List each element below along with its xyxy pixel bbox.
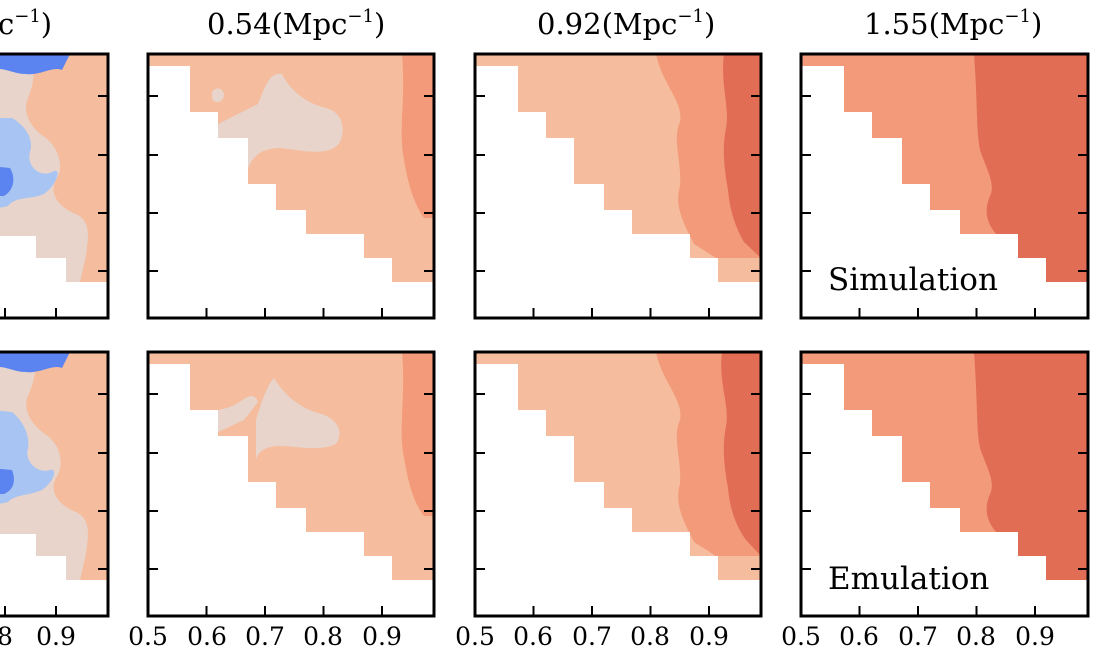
column-titles: c−1) 0.54(Mpc−1) 0.92(Mpc−1) 1.55(Mpc−1) — [0, 6, 1042, 41]
axes-frame — [146, 52, 436, 320]
x-tick-label: 0.8 — [630, 622, 670, 651]
x-tick-labels: 8 0.9 0.5 0.6 0.7 0.8 0.9 0.5 0.6 0.7 0.… — [0, 622, 1055, 651]
column-title-2: 0.54(Mpc−1) — [207, 6, 385, 41]
panel-bottom-1 — [0, 350, 110, 618]
fill-pale — [256, 378, 340, 460]
x-tick-label: 0.5 — [455, 622, 495, 651]
x-tick-label: 0.9 — [36, 622, 76, 651]
column-title-4: 1.55(Mpc−1) — [864, 6, 1042, 41]
axes-frame — [0, 350, 110, 618]
no-data-region — [475, 66, 761, 318]
axes-frame — [473, 350, 763, 618]
axes-frame — [799, 52, 1090, 320]
x-tick-label: 0.9 — [1015, 622, 1055, 651]
fill-red — [974, 54, 1088, 282]
row-label-simulation: Simulation — [828, 262, 998, 298]
no-data-region — [148, 364, 434, 616]
no-data-region — [801, 66, 1088, 318]
axes-frame — [799, 350, 1090, 618]
panel-top-3 — [473, 52, 763, 320]
fill-deep-blue — [0, 167, 14, 196]
panel-top-4 — [799, 52, 1090, 320]
panel-bottom-4 — [799, 350, 1090, 618]
no-data-region — [0, 236, 108, 318]
x-tick-label: 0.7 — [572, 622, 612, 651]
axes-frame — [473, 52, 763, 320]
fill-deep-blue — [0, 468, 14, 494]
fill-light-blue — [0, 118, 58, 208]
x-tick-label: 0.9 — [362, 622, 402, 651]
no-data-region — [148, 54, 434, 318]
x-tick-label: 0.6 — [839, 622, 879, 651]
x-tick-label: 0.6 — [513, 622, 553, 651]
x-tick-label: 0.6 — [187, 622, 227, 651]
tick-marks — [4, 95, 1088, 616]
column-title-3: 0.92(Mpc−1) — [537, 6, 715, 41]
no-data-region — [0, 534, 108, 616]
no-data-region — [801, 364, 1088, 616]
fill-light-salmon — [26, 352, 109, 580]
no-data-region — [475, 364, 761, 616]
fill-deep-blue — [0, 54, 70, 75]
panel-bottom-3 — [473, 350, 763, 618]
axes-frame — [146, 350, 436, 618]
column-title-1: c−1) — [0, 6, 52, 41]
panel-bottom-2 — [146, 350, 436, 618]
axes-frame — [0, 52, 110, 320]
no-data-top-band — [148, 54, 190, 66]
fill-red — [723, 54, 761, 258]
panel-top-1 — [0, 52, 110, 320]
x-tick-label: 8 — [0, 622, 13, 651]
fill-deep-blue — [0, 352, 70, 373]
row-label-emulation: Emulation — [828, 561, 989, 597]
x-tick-label: 0.9 — [689, 622, 729, 651]
x-tick-label: 0.5 — [781, 622, 821, 651]
fill-red — [721, 352, 761, 556]
x-tick-label: 0.8 — [303, 622, 343, 651]
x-tick-label: 0.8 — [956, 622, 996, 651]
fill-red — [974, 352, 1088, 580]
x-tick-label: 0.5 — [128, 622, 168, 651]
x-tick-label: 0.7 — [245, 622, 285, 651]
x-tick-label: 0.7 — [898, 622, 938, 651]
fill-light-salmon — [26, 54, 109, 282]
panel-top-2 — [146, 52, 436, 320]
fill-pale — [212, 88, 224, 103]
